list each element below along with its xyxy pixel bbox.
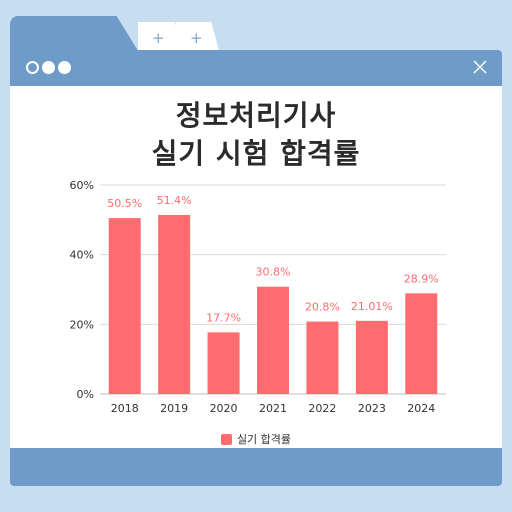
bar [108, 218, 141, 394]
bar [405, 293, 438, 394]
plus-icon: + [152, 29, 165, 47]
y-tick-label: 40% [70, 249, 94, 262]
bar [257, 286, 289, 394]
window-footer-bar [10, 448, 502, 486]
x-tick-label: 2019 [160, 402, 188, 415]
window-dot-icon[interactable] [42, 61, 55, 74]
bar [207, 332, 240, 394]
plus-icon: + [190, 29, 203, 47]
window-controls [26, 61, 71, 74]
x-tick-label: 2020 [210, 402, 238, 415]
window-title-bar [10, 50, 502, 86]
data-label: 20.8% [305, 301, 340, 314]
window-dot-icon[interactable] [58, 61, 71, 74]
active-tab[interactable] [10, 16, 140, 54]
x-tick-label: 2018 [111, 402, 139, 415]
legend-swatch [220, 433, 232, 445]
chart-title: 정보처리기사 [175, 99, 337, 132]
close-icon[interactable] [472, 59, 488, 75]
data-label: 28.9% [404, 272, 439, 285]
window-dot-icon[interactable] [26, 61, 39, 74]
x-tick-label: 2023 [358, 402, 386, 415]
data-label: 50.5% [107, 197, 142, 210]
data-label: 30.8% [256, 266, 291, 279]
y-tick-label: 20% [70, 318, 94, 331]
y-tick-label: 60% [70, 179, 94, 192]
x-tick-label: 2024 [407, 402, 435, 415]
data-label: 21.01% [351, 300, 393, 313]
x-tick-label: 2021 [259, 402, 287, 415]
chart-legend: 실기 합격률 [0, 431, 512, 447]
bar [306, 321, 339, 394]
bar [355, 320, 388, 394]
bar [158, 214, 191, 394]
y-tick-label: 0% [77, 388, 94, 401]
data-label: 17.7% [206, 311, 241, 324]
x-tick-label: 2022 [308, 402, 336, 415]
data-label: 51.4% [157, 194, 192, 207]
legend-label: 실기 합격률 [236, 433, 292, 446]
chart-subtitle: 실기 시험 합격률 [151, 137, 361, 170]
